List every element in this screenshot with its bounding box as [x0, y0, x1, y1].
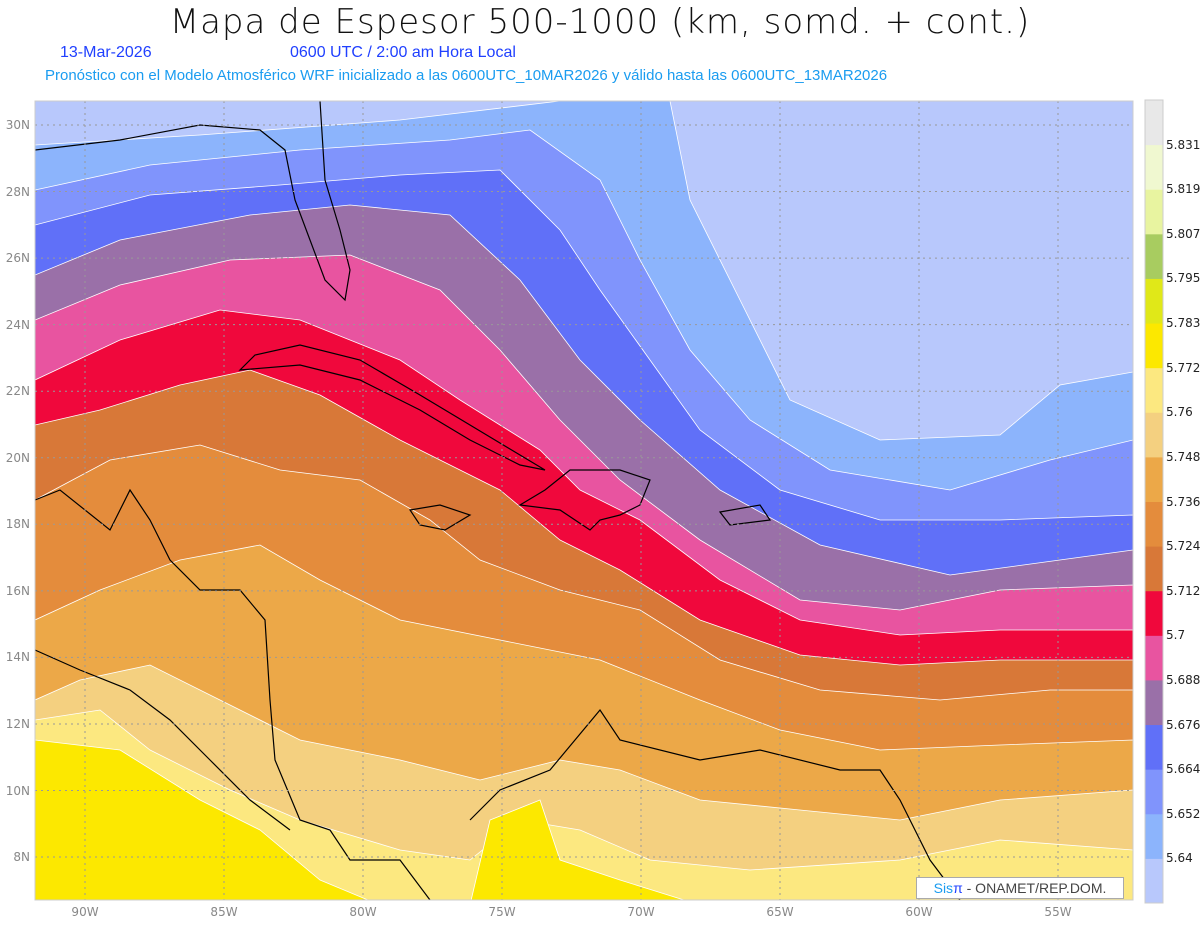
legend-swatch [1145, 590, 1163, 636]
legend-level-label: 5.76 [1166, 405, 1193, 420]
lat-label: 16N [5, 583, 30, 598]
lat-label: 12N [5, 716, 30, 731]
legend-swatch [1145, 412, 1163, 458]
lat-label: 26N [5, 251, 30, 266]
contour-bands [35, 101, 1133, 900]
legend-swatch [1145, 233, 1163, 279]
color-legend [1144, 99, 1164, 904]
lat-label: 24N [5, 317, 30, 332]
forecast-note: Pronóstico con el Modelo Atmosférico WRF… [45, 67, 888, 84]
map-title: Mapa de Espesor 500-1000 (km, somd. + co… [169, 2, 1031, 42]
lon-label: 60W [905, 905, 933, 919]
legend-level-label: 5.676 [1166, 717, 1200, 732]
credit-box: Sisπ - ONAMET/REP.DOM. [916, 877, 1124, 899]
lon-label: 90W [71, 905, 99, 919]
legend-swatch [1145, 858, 1163, 904]
lon-label: 85W [210, 905, 238, 919]
time-label: 0600 UTC / 2:00 am Hora Local [290, 44, 516, 61]
map-frame [34, 100, 1134, 901]
lat-label: 28N [5, 184, 30, 199]
legend-level-label: 5.724 [1166, 539, 1200, 554]
date-label: 13-Mar-2026 [60, 44, 152, 61]
lon-label: 75W [488, 905, 516, 919]
legend-swatch [1145, 635, 1163, 681]
legend-level-label: 5.795 [1166, 271, 1200, 286]
legend-swatch [1145, 367, 1163, 413]
legend-level-label: 5.664 [1166, 762, 1200, 777]
legend-swatch [1145, 323, 1163, 369]
legend-level-label: 5.807 [1166, 226, 1200, 241]
lon-label: 65W [766, 905, 794, 919]
legend-swatch [1145, 144, 1163, 190]
legend-swatch [1145, 769, 1163, 815]
legend-level-label: 5.652 [1166, 806, 1200, 821]
legend-swatch [1145, 189, 1163, 235]
legend-level-label: 5.736 [1166, 494, 1200, 509]
lat-label: 22N [5, 384, 30, 399]
lat-label: 18N [5, 517, 30, 532]
band-12 [35, 739, 686, 900]
lon-label: 55W [1044, 905, 1072, 919]
legend-swatch [1145, 679, 1163, 726]
lon-label: 70W [627, 905, 655, 919]
legend-swatch [1145, 278, 1163, 324]
legend-swatch [1145, 546, 1163, 592]
legend-swatch [1145, 724, 1163, 770]
legend-level-label: 5.688 [1166, 672, 1200, 687]
band-11 [35, 709, 1133, 900]
legend-level-label: 5.748 [1166, 449, 1200, 464]
lat-label: 10N [5, 783, 30, 798]
legend-swatch [1145, 456, 1163, 502]
lat-label: 8N [13, 850, 30, 865]
legend-level-label: 5.819 [1166, 182, 1200, 197]
credit-org: - ONAMET/REP.DOM. [962, 880, 1107, 896]
credit-pi: π [953, 880, 963, 896]
coastlines [35, 101, 961, 900]
legend-level-label: 5.783 [1166, 316, 1200, 331]
legend-swatch [1145, 501, 1163, 547]
lon-label: 80W [349, 905, 377, 919]
legend-level-label: 5.831 [1166, 137, 1200, 152]
legend-swatch [1145, 100, 1163, 146]
legend-level-label: 5.7 [1166, 628, 1186, 643]
lat-label: 20N [5, 450, 30, 465]
legend-level-label: 5.64 [1166, 851, 1193, 866]
legend-level-label: 5.712 [1166, 583, 1200, 598]
graticule [35, 101, 1133, 900]
lat-label: 14N [5, 650, 30, 665]
credit-sis: Sis [933, 880, 954, 896]
legend-swatch [1145, 813, 1163, 859]
legend-level-label: 5.772 [1166, 360, 1200, 375]
lat-label: 30N [5, 118, 30, 132]
